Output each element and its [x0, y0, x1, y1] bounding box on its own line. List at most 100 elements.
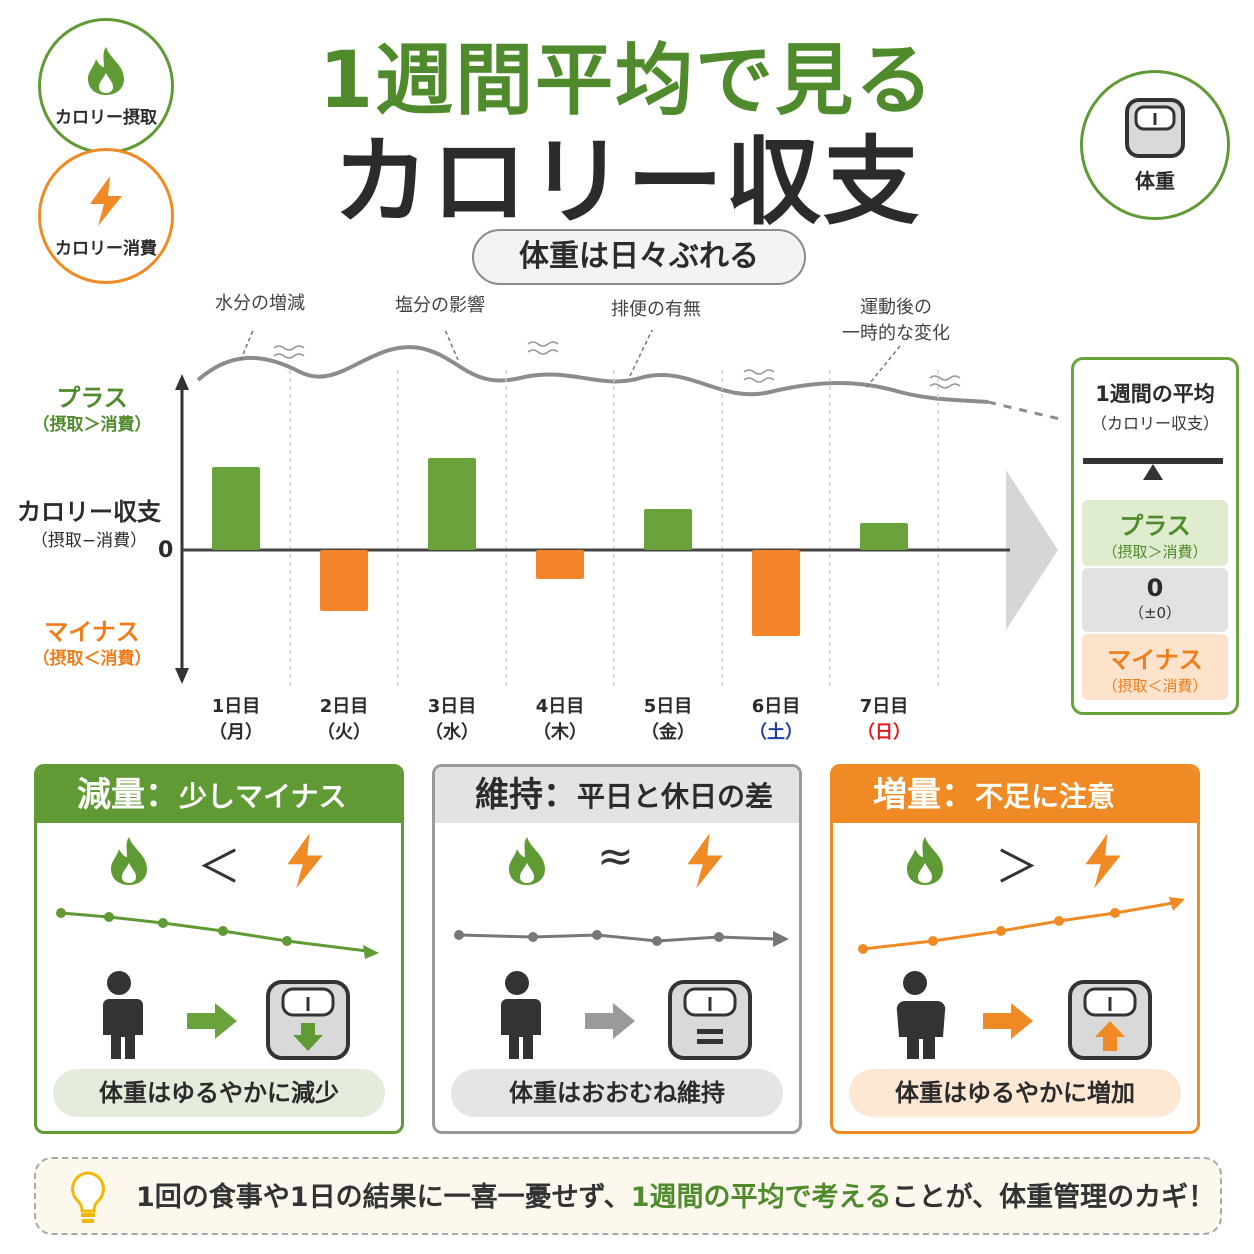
balance-icon — [1083, 458, 1223, 480]
summary-zero-label: 0 — [1146, 574, 1164, 602]
note-bowel: 排便の有無 — [611, 299, 701, 320]
right-arrow-icon — [187, 1003, 237, 1039]
summary-plus-sub: （摂取＞消費） — [1102, 543, 1208, 561]
summary-plus-label: プラス — [1119, 512, 1191, 540]
day-label-weekday: （月） — [209, 722, 263, 743]
right-arrow-icon — [585, 1003, 635, 1039]
day-label-day: 7日目 — [859, 696, 909, 717]
bar-3 — [428, 458, 476, 550]
flat-trend-line — [454, 930, 789, 947]
calorie-burn-badge: カロリー消費 — [38, 148, 174, 284]
axis-minus-sub: （摂取＜消費） — [32, 649, 152, 669]
scale-down-icon — [266, 980, 350, 1060]
operator-approx: ≈ — [597, 831, 634, 882]
summary-plus-band: プラス （摂取＞消費） — [1082, 500, 1228, 566]
calorie-intake-badge: カロリー摂取 — [38, 18, 174, 154]
increasing-trend-line — [858, 897, 1185, 954]
flame-icon — [903, 833, 947, 893]
panel-weight-gain-result: 体重はゆるやかに増加 — [849, 1069, 1181, 1117]
note-water: 水分の増減 — [215, 293, 305, 314]
day-label-7: 7日目 （日） — [844, 694, 924, 746]
axis-minus-label: マイナス — [44, 618, 140, 646]
decreasing-trend-line — [56, 908, 379, 959]
summary-minus-sub: （摂取＜消費） — [1102, 677, 1208, 695]
panel-weight-gain-head-big: 増量： — [873, 775, 975, 815]
note-exercise-1: 運動後の — [860, 297, 932, 318]
panel-weight-gain: 増量：不足に注意 ＞ 体重はゆるやかに増加 — [830, 764, 1200, 1134]
day-label-1: 1日目 （月） — [196, 694, 276, 746]
bar-5 — [644, 509, 692, 550]
tip-text-highlight: 1週間の平均で考える — [630, 1182, 892, 1213]
weight-label: 体重 — [1135, 168, 1175, 193]
day-label-weekday: （水） — [425, 722, 479, 743]
day-label-weekday: （木） — [533, 722, 587, 743]
axis-plus-label: プラス — [56, 384, 128, 412]
panel-maintain-result: 体重はおおむね維持 — [451, 1069, 783, 1117]
calorie-intake-label: カロリー摂取 — [55, 107, 157, 128]
day-label-weekday: （土） — [749, 722, 803, 743]
tip-text-post: ことが、体重管理のカギ！ — [891, 1182, 1216, 1213]
weekly-average-title-sub: （カロリー収支） — [1090, 414, 1219, 433]
day-label-weekday: （金） — [641, 722, 695, 743]
day-label-day: 4日目 — [535, 696, 585, 717]
day-label-4: 4日目 （木） — [520, 694, 600, 746]
panel-weight-loss-head: 少しマイナス — [179, 780, 347, 813]
panel-weight-gain-header: 増量：不足に注意 — [833, 767, 1197, 823]
lightning-icon — [683, 831, 727, 895]
day-label-2: 2日目 （火） — [304, 694, 384, 746]
flame-icon — [88, 46, 124, 95]
subtitle-pill: 体重は日々ぶれる — [472, 229, 806, 285]
flame-icon — [505, 833, 549, 893]
panel-weight-gain-head: 不足に注意 — [975, 780, 1116, 813]
bar-1 — [212, 467, 260, 550]
axis-plus-sub: （摂取＞消費） — [32, 415, 152, 435]
scale-up-icon — [1068, 980, 1152, 1060]
panel-maintain-header: 維持：平日と休日の差 — [435, 767, 799, 823]
bar-2 — [320, 550, 368, 611]
day-label-weekday: （火） — [317, 722, 371, 743]
flame-icon — [107, 833, 151, 893]
day-label-day: 1日目 — [211, 696, 261, 717]
panel-weight-loss-result: 体重はゆるやかに減少 — [53, 1069, 385, 1117]
panel-maintain-head-big: 維持： — [475, 775, 577, 815]
panel-weight-loss: 減量：少しマイナス ＜ 体重はゆるやかに減少 — [34, 764, 404, 1134]
weight-badge: 体重 — [1080, 70, 1230, 220]
day-label-weekday: （日） — [857, 722, 911, 743]
title-line-2: カロリー収支 — [333, 126, 921, 238]
panel-maintain-head: 平日と休日の差 — [577, 780, 774, 813]
axis-title: カロリー収支 — [17, 498, 161, 526]
tip-text-pre: 1回の食事や1日の結果に一喜一憂せず、 — [136, 1182, 631, 1213]
person-icon — [893, 971, 946, 1059]
day-label-3: 3日目 （水） — [412, 694, 492, 746]
scale-equal-icon — [668, 980, 752, 1060]
bar-6 — [752, 550, 800, 636]
summary-minus-label: マイナス — [1107, 646, 1203, 674]
day-label-day: 5日目 — [643, 696, 693, 717]
bar-7 — [860, 523, 908, 550]
weekly-average-title: 1週間の平均 — [1095, 382, 1215, 406]
calorie-balance-chart — [175, 330, 1065, 690]
lightning-icon — [90, 175, 122, 226]
tip-banner: 1回の食事や1日の結果に一喜一憂せず、1週間の平均で考えることが、体重管理のカギ… — [34, 1157, 1222, 1235]
right-arrow-icon — [983, 1003, 1033, 1039]
lightbulb-icon — [71, 1171, 105, 1223]
panel-maintain: 維持：平日と休日の差 ≈ 体重はおおむね維持 — [432, 764, 802, 1134]
weight-fluctuation-projection — [987, 400, 1065, 422]
axis-zero-label: 0 — [158, 538, 174, 563]
summary-zero-sub: （±0） — [1128, 604, 1182, 622]
operator-less-than: ＜ — [197, 842, 241, 893]
lightning-icon — [283, 831, 327, 895]
person-icon — [101, 971, 143, 1059]
bar-4 — [536, 550, 584, 579]
weekly-average-box: 1週間の平均 （カロリー収支） プラス （摂取＞消費） 0 （±0） マイナス … — [1071, 357, 1239, 715]
lightning-icon — [1081, 831, 1125, 895]
note-salt: 塩分の影響 — [395, 295, 485, 316]
note-exercise-2: 一時的な変化 — [842, 323, 950, 344]
title-line-1: 1週間平均で見る — [318, 36, 936, 126]
day-label-day: 3日目 — [427, 696, 477, 717]
axis-title-sub: （摂取−消費） — [30, 531, 148, 551]
person-icon — [499, 971, 541, 1059]
summary-zero-band: 0 （±0） — [1082, 568, 1228, 632]
panel-weight-loss-head-big: 減量： — [77, 775, 179, 815]
tip-text: 1回の食事や1日の結果に一喜一憂せず、1週間の平均で考えることが、体重管理のカギ… — [136, 1159, 1215, 1237]
